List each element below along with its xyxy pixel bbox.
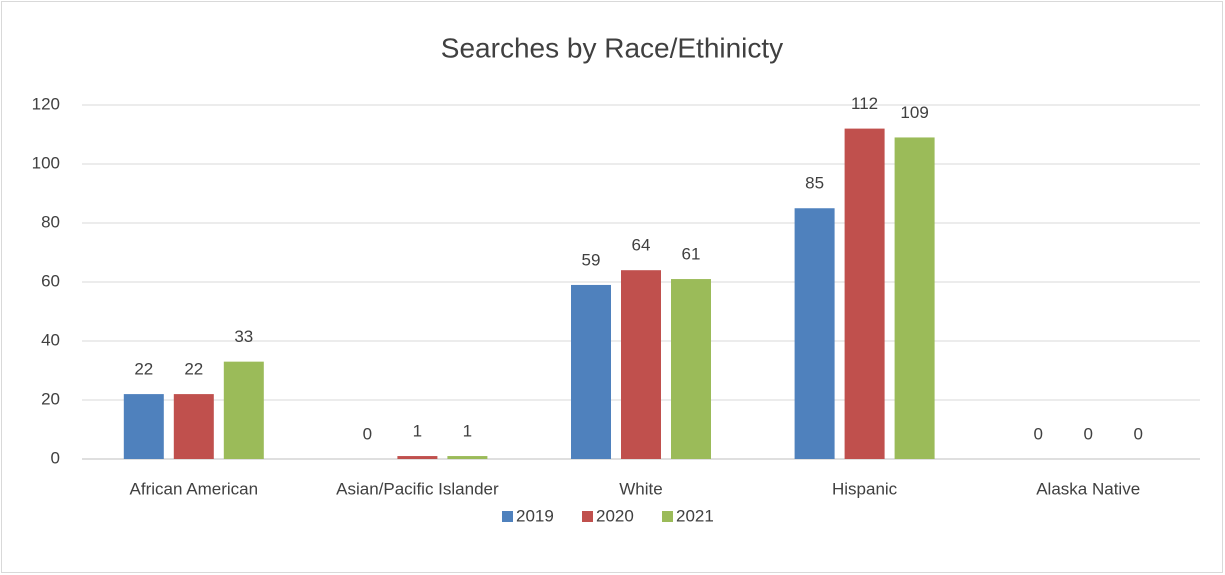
y-tick-label: 80	[41, 212, 60, 231]
data-label: 1	[463, 422, 472, 441]
data-label: 22	[134, 360, 153, 379]
data-label: 64	[632, 236, 651, 255]
chart-title: Searches by Race/Ethinicty	[441, 32, 783, 63]
bar	[173, 394, 214, 459]
bar	[894, 137, 935, 459]
y-tick-label: 120	[32, 94, 60, 113]
bar	[223, 361, 264, 459]
data-label: 0	[363, 424, 372, 443]
legend-swatch	[582, 511, 593, 522]
x-tick-label: White	[619, 479, 662, 498]
bar	[844, 128, 885, 459]
bar	[123, 394, 164, 459]
bar	[447, 456, 488, 459]
data-label: 1	[413, 422, 422, 441]
bar	[571, 284, 611, 459]
x-tick-label: Alaska Native	[1036, 479, 1140, 498]
legend-swatch	[502, 511, 513, 522]
bar	[794, 208, 835, 459]
x-tick-label: Asian/Pacific Islander	[336, 479, 499, 498]
y-tick-label: 60	[41, 271, 60, 290]
x-tick-label: Hispanic	[832, 479, 898, 498]
data-label: 85	[805, 174, 824, 193]
data-label: 0	[1133, 424, 1142, 443]
data-label: 22	[184, 360, 203, 379]
data-label: 33	[234, 327, 253, 346]
data-label: 61	[682, 245, 701, 264]
legend-label: 2020	[596, 506, 634, 525]
data-label: 0	[1033, 424, 1042, 443]
y-tick-label: 20	[41, 389, 60, 408]
y-tick-label: 0	[51, 448, 60, 467]
x-tick-label: African American	[130, 479, 259, 498]
y-tick-label: 40	[41, 330, 60, 349]
bar	[397, 456, 438, 459]
data-label: 59	[582, 250, 601, 269]
data-label: 109	[900, 103, 928, 122]
legend-label: 2021	[676, 506, 714, 525]
data-label: 112	[851, 94, 878, 113]
legend-swatch	[662, 511, 673, 522]
legend-label: 2019	[516, 506, 554, 525]
bar	[621, 270, 661, 459]
bar	[671, 279, 711, 459]
data-label: 0	[1083, 424, 1092, 443]
y-tick-label: 100	[32, 153, 60, 172]
